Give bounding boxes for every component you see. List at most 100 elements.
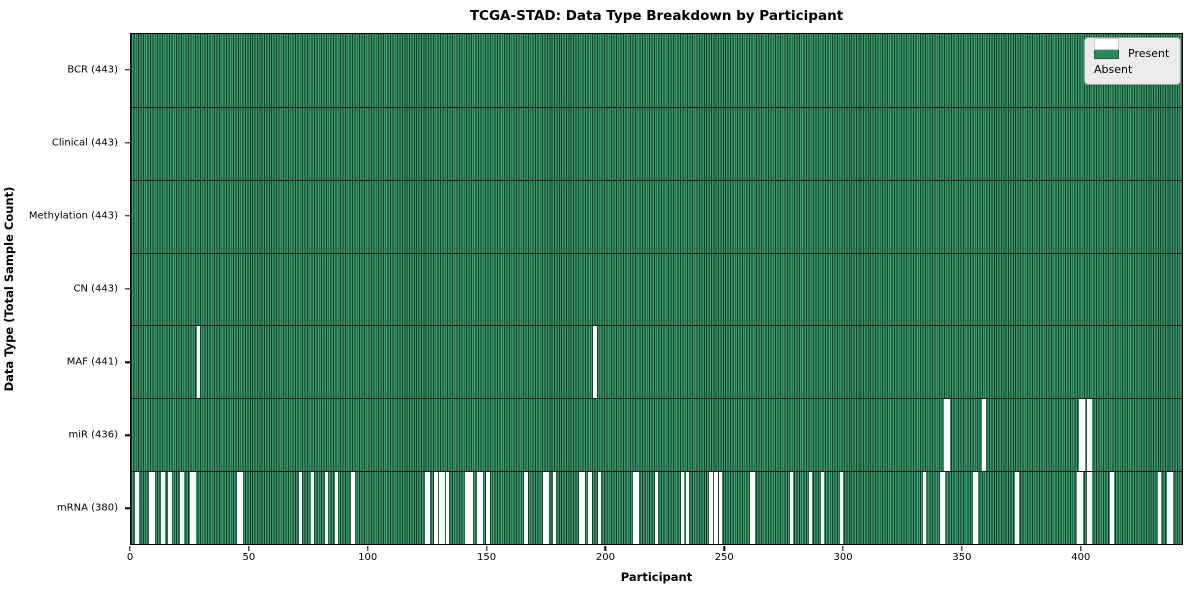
absent-cell — [982, 399, 986, 472]
x-axis-label: Participant — [620, 570, 693, 584]
y-tick-label: BCR (443) — [67, 64, 118, 76]
absent-cell — [839, 472, 844, 544]
heatmap-row-clinical — [131, 106, 1182, 180]
absent-cell — [180, 472, 184, 544]
x-tick-mark — [842, 546, 844, 551]
y-tick-mark — [125, 434, 130, 436]
absent-cell — [941, 472, 946, 544]
absent-cell — [298, 472, 303, 544]
y-tick-label: MAF (441) — [66, 356, 118, 368]
y-tick-mark — [125, 288, 130, 290]
absent-cell — [593, 326, 597, 399]
absent-cell — [972, 472, 977, 544]
absent-cell — [192, 472, 196, 544]
absent-cell — [1081, 399, 1086, 472]
y-tick-label: Methylation (443) — [28, 210, 118, 222]
x-tick-label: 0 — [126, 552, 134, 563]
absent-cell — [809, 472, 813, 544]
absent-cell — [1157, 472, 1162, 544]
absent-cell — [680, 472, 685, 544]
absent-cell — [1079, 472, 1083, 544]
absent-cell — [239, 472, 244, 544]
absent-cell — [597, 472, 602, 544]
absent-cell — [1088, 399, 1093, 472]
absent-cell — [424, 472, 429, 544]
y-tick-mark — [125, 68, 130, 71]
absent-cell — [922, 472, 927, 544]
absent-cell — [189, 472, 194, 544]
absent-cell — [714, 472, 718, 544]
absent-cell — [1086, 472, 1090, 544]
absent-cell — [543, 472, 547, 544]
absent-cell — [351, 472, 355, 544]
absent-cell — [635, 472, 640, 544]
legend-label-absent: Absent — [1094, 63, 1133, 76]
y-tick-mark — [125, 507, 130, 510]
absent-cell — [310, 472, 315, 544]
x-tick-label: 250 — [714, 552, 734, 563]
absent-cell — [581, 472, 585, 544]
x-tick-mark — [366, 546, 369, 551]
absent-cell — [545, 472, 550, 544]
absent-cell — [1086, 399, 1090, 472]
absent-cell — [685, 472, 690, 544]
absent-cell — [790, 472, 794, 544]
absent-cell — [944, 399, 948, 472]
x-tick-label: 400 — [1071, 552, 1091, 563]
x-axis: 0 50 100 150 200 250 300 350 400 — [126, 545, 1183, 567]
absent-cell — [654, 472, 659, 544]
y-tick-label: mRNA (380) — [56, 502, 118, 514]
absent-cell — [939, 472, 943, 544]
y-tick-label: miR (436) — [68, 429, 118, 441]
heatmap-row-maf — [131, 325, 1182, 399]
absent-cell — [441, 472, 445, 544]
absent-cell — [168, 472, 172, 544]
legend: Present Absent — [1084, 37, 1182, 85]
heatmap-row-mir — [131, 398, 1182, 472]
plot-area — [130, 33, 1183, 545]
absent-cell — [161, 472, 165, 544]
heatmap-row-mrna — [131, 471, 1182, 544]
absent-cell — [1110, 472, 1114, 544]
absent-cell — [749, 472, 754, 544]
absent-cell — [1169, 472, 1174, 544]
absent-cell — [434, 472, 438, 544]
absent-cell — [1079, 399, 1083, 472]
y-axis: BCR (443) Clinical (443) Methylation (443)… — [0, 33, 130, 545]
absent-cell — [479, 472, 483, 544]
x-tick-mark — [1080, 546, 1082, 551]
absent-cell — [465, 472, 469, 544]
x-tick-label: 200 — [595, 552, 615, 563]
absent-cell — [446, 472, 450, 544]
absent-cell — [427, 472, 431, 544]
y-tick-label: Clinical (443) — [51, 137, 118, 149]
x-tick-label: 300 — [833, 552, 853, 563]
absent-cell — [438, 472, 443, 544]
legend-label-present: Present — [1128, 46, 1170, 60]
x-tick-mark — [485, 546, 488, 551]
x-tick-label: 350 — [952, 552, 972, 563]
x-tick-mark — [604, 546, 607, 551]
absent-cell — [334, 472, 338, 544]
x-tick-mark — [961, 546, 963, 551]
absent-cell — [524, 472, 528, 544]
absent-cell — [633, 472, 637, 544]
absent-cell — [149, 472, 153, 544]
absent-cell — [552, 472, 557, 544]
x-tick-mark — [723, 546, 725, 551]
y-tick-mark — [125, 215, 130, 217]
absent-cell — [946, 399, 951, 472]
chart-title: TCGA-STAD: Data Type Breakdown by Partic… — [469, 8, 844, 24]
absent-cell — [709, 472, 713, 544]
absent-cell — [476, 472, 481, 544]
absent-cell — [588, 472, 592, 544]
y-tick-mark — [125, 142, 130, 144]
absent-cell — [237, 472, 241, 544]
x-tick-label: 150 — [476, 552, 497, 563]
heatmap-row-methylation — [131, 179, 1182, 253]
legend-entry-absent: Absent — [1093, 38, 1169, 76]
absent-cell — [578, 472, 583, 544]
absent-cell — [135, 472, 139, 544]
absent-swatch-icon — [1093, 38, 1119, 50]
